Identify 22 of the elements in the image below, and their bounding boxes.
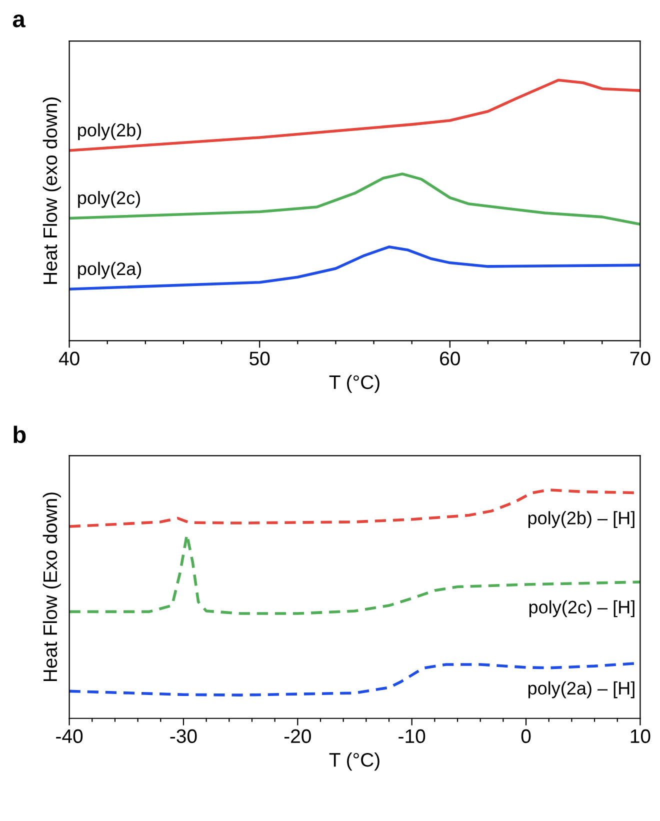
x-tick-label: 0 bbox=[521, 729, 531, 744]
series-label: poly(2c) – [H] bbox=[529, 600, 634, 618]
x-tick-label: 60 bbox=[440, 352, 460, 366]
x-tick-label: -10 bbox=[398, 729, 426, 744]
text: b bbox=[14, 426, 26, 444]
y-axis-title: Heat Flow (Exo down) bbox=[42, 492, 61, 682]
x-tick-label: 10 bbox=[630, 729, 650, 744]
text: a bbox=[12, 14, 26, 28]
x-tick-label: -30 bbox=[170, 729, 197, 744]
y-axis-title: Heat Flow (exo down) bbox=[42, 98, 61, 284]
x-tick-label: 50 bbox=[250, 352, 270, 366]
x-tick-label: 70 bbox=[630, 352, 650, 366]
x-tick-label: -40 bbox=[56, 729, 83, 744]
series-label: poly(2b) bbox=[78, 123, 142, 140]
series-label: poly(2c) bbox=[78, 190, 140, 208]
series-label: poly(2a) bbox=[78, 262, 142, 279]
x-tick-label: 40 bbox=[58, 352, 80, 366]
series-label: poly(2a) – [H] bbox=[528, 681, 634, 698]
series-label: poly(2b) – [H] bbox=[528, 511, 634, 528]
x-tick-label: -20 bbox=[284, 729, 311, 744]
x-axis-title: T (°C) bbox=[329, 752, 380, 771]
x-axis-title: T (°C) bbox=[329, 374, 380, 393]
